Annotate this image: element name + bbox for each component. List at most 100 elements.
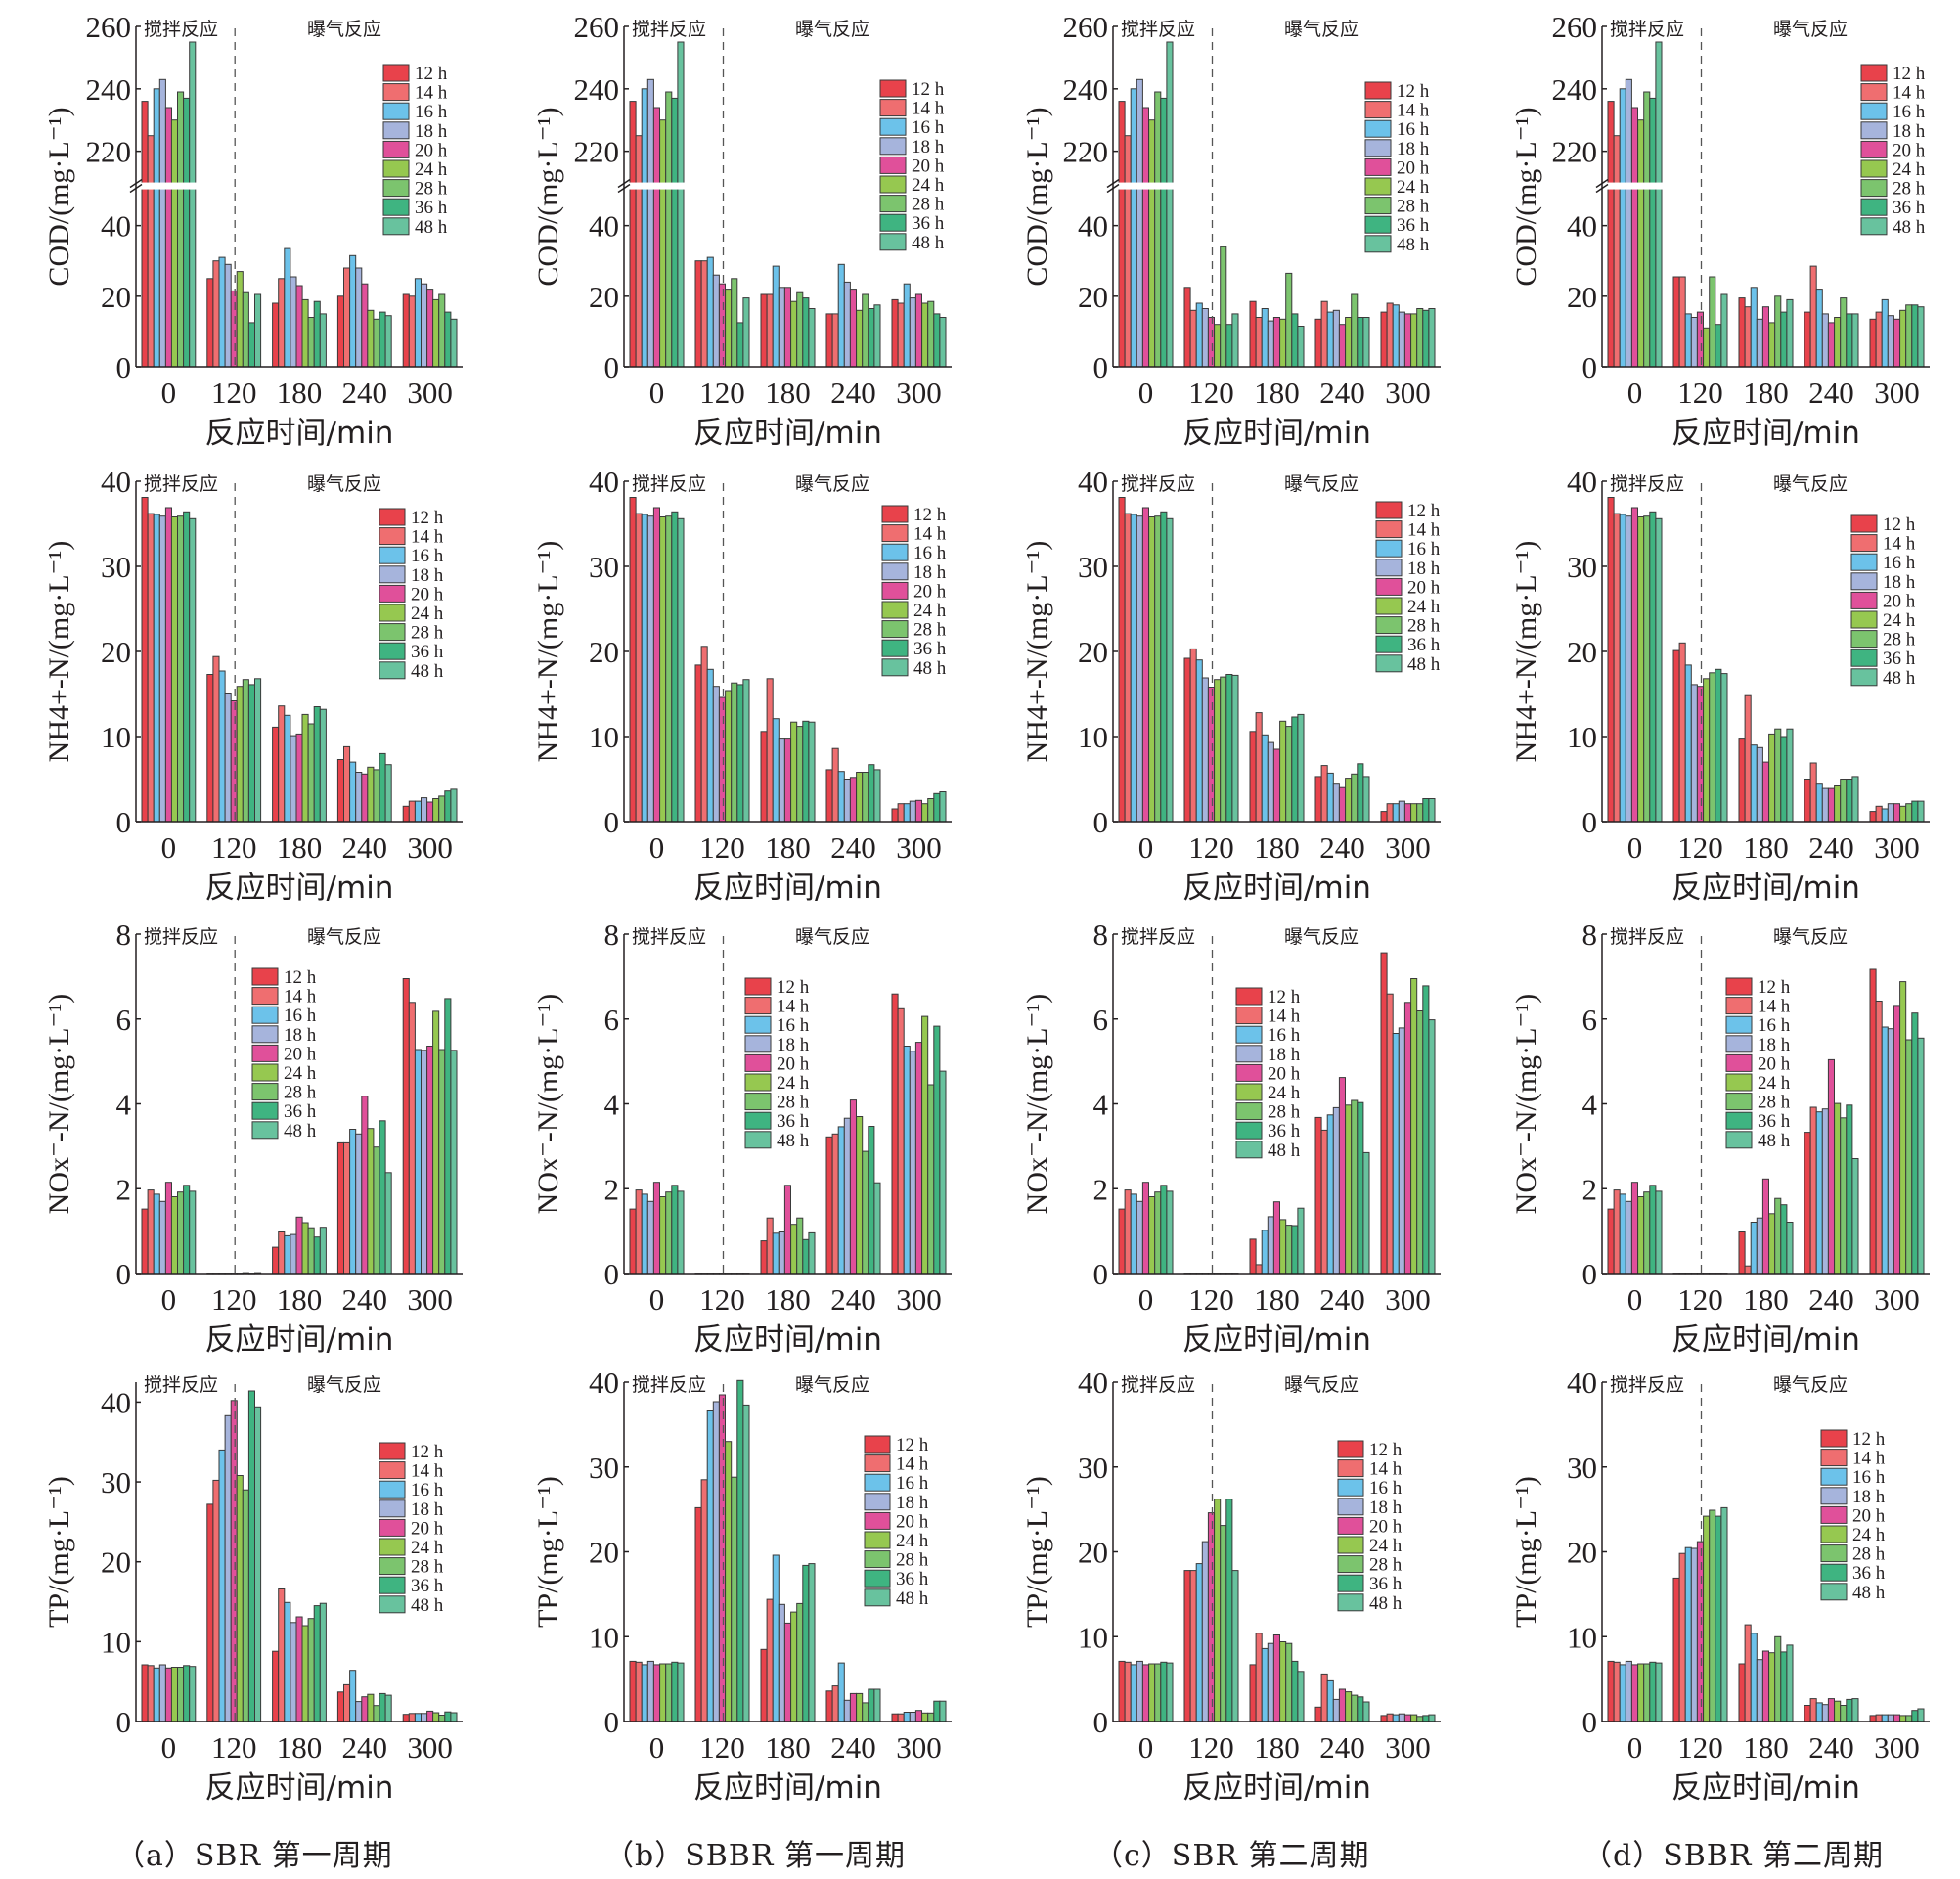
bar-48h-t240: [1851, 1698, 1859, 1722]
bar-28h-t240: [862, 1702, 869, 1722]
bar-36h-t120: [1715, 324, 1722, 368]
legend-label: 12 h: [1852, 1429, 1886, 1450]
legend-swatch: [864, 1550, 891, 1569]
bar-48h-t0: [1166, 1190, 1174, 1275]
bar-14h-t120: [1189, 309, 1197, 368]
bar-18h-t0: [1625, 515, 1632, 823]
legend-label: 16 h: [1758, 1015, 1791, 1036]
bar-12h-t240: [336, 1691, 344, 1722]
bar-36h-t180: [313, 1605, 321, 1722]
bar-24h-t240: [367, 766, 375, 823]
bar-36h-t180: [313, 1236, 321, 1275]
phase-label-mixing: 搅拌反应: [144, 926, 218, 948]
legend-label: 28 h: [1369, 1555, 1403, 1576]
bar-16h-t240: [349, 1129, 357, 1275]
bar-14h-t180: [1744, 1265, 1752, 1275]
legend-swatch: [251, 1121, 279, 1140]
bar-12h-t120: [1183, 287, 1191, 368]
bar-12h-t240: [825, 313, 833, 368]
bar-20h-t240: [1338, 1688, 1347, 1722]
phase-label-mixing: 搅拌反应: [1121, 1374, 1195, 1396]
bar-20h-t120: [1696, 311, 1705, 368]
y-tick-label: 0: [1582, 350, 1598, 384]
legend: 12 h14 h16 h18 h20 h24 h28 h36 h48 h: [251, 967, 317, 1141]
chart-d-nh4: 0 10 20 30 40 0 120 180 240 300 反应时间/min NH4+-N/(mg…: [1510, 465, 1930, 906]
legend-label: 48 h: [415, 217, 448, 238]
bar-14h-t180: [278, 1231, 286, 1275]
legend-swatch: [1364, 101, 1392, 119]
bar-12h-t180: [1249, 1664, 1257, 1722]
bar-12h-t240: [825, 769, 833, 823]
bar-16h-t180: [284, 1601, 291, 1722]
bar-28h-t240: [1840, 297, 1848, 368]
bar-20h-t300: [426, 289, 434, 368]
bar-20h-t240: [849, 1099, 858, 1275]
bar-16h-t240: [837, 1662, 845, 1722]
legend-label: 36 h: [777, 1111, 810, 1132]
bar-24h-t300: [921, 1712, 929, 1722]
bar-24h-t180: [790, 721, 798, 823]
bar-18h-t180: [778, 287, 785, 368]
x-tick-label: 300: [1874, 1730, 1920, 1765]
bar-14h-t300: [408, 295, 416, 368]
bar-24h-t120: [1703, 1515, 1711, 1722]
bar-18h-t0: [158, 78, 166, 368]
bar-20h-t120: [718, 1394, 727, 1722]
x-tick-label: 300: [407, 1282, 453, 1317]
y-axis-label: NOx⁻-N/(mg·L⁻¹): [1510, 994, 1542, 1215]
bar-36h-t300: [1422, 1715, 1430, 1722]
bar-28h-t300: [927, 798, 935, 823]
x-tick-label: 240: [1808, 376, 1854, 410]
x-tick-label: 240: [342, 830, 388, 865]
bar-16h-t240: [1326, 772, 1334, 823]
bar-36h-t180: [1780, 311, 1788, 368]
legend-label: 14 h: [1407, 520, 1441, 541]
bar-16h-t240: [349, 761, 357, 823]
legend-swatch: [744, 1015, 772, 1034]
bar-48h-t300: [1917, 1708, 1925, 1722]
legend-label: 28 h: [896, 1550, 929, 1571]
bar-20h-t0: [164, 507, 172, 823]
bar-28h-t180: [307, 723, 315, 823]
legend-label: 24 h: [777, 1073, 810, 1094]
bar-14h-t300: [1875, 311, 1883, 368]
legend-swatch: [1235, 1141, 1263, 1159]
legend-label: 28 h: [1407, 616, 1441, 637]
y-tick-label: 40: [101, 465, 131, 499]
legend-label: 12 h: [1268, 987, 1301, 1007]
bar-36h-t300: [933, 1025, 941, 1275]
legend-label: 48 h: [1407, 654, 1441, 675]
legend-swatch: [1337, 1498, 1364, 1516]
legend-label: 48 h: [912, 233, 945, 253]
bar-16h-t240: [1815, 1702, 1823, 1722]
bar-14h-t180: [1744, 306, 1752, 368]
bar-12h-t240: [1804, 1705, 1811, 1722]
legend-label: 48 h: [1893, 217, 1926, 238]
bar-24h-t0: [659, 516, 667, 823]
bar-36h-t120: [1225, 1499, 1233, 1722]
legend: 12 h14 h16 h18 h20 h24 h28 h36 h48 h: [1337, 1440, 1403, 1614]
bar-48h-t300: [1428, 798, 1436, 823]
x-tick-label: 0: [1627, 376, 1643, 410]
chart-a-nox: 0 2 4 6 8 0 120 180 240 300 反应时间/min NOx⁻-N/(mg·L⁻¹…: [43, 917, 463, 1358]
bar-36h-t240: [868, 1688, 875, 1722]
bar-14h-t240: [831, 313, 839, 368]
bar-18h-t300: [1887, 1714, 1894, 1722]
bar-14h-t240: [343, 1683, 351, 1722]
y-tick-label: 240: [1063, 72, 1109, 107]
legend-swatch: [379, 527, 406, 546]
legend-swatch: [379, 1499, 406, 1518]
bar-48h-t0: [677, 41, 685, 368]
legend-swatch: [1850, 534, 1878, 553]
bar-12h-t240: [1314, 318, 1322, 368]
y-tick-label: 0: [604, 350, 620, 384]
bar-28h-t240: [1840, 779, 1848, 823]
bar-24h-t300: [1410, 1714, 1418, 1722]
y-tick-label: 30: [1567, 550, 1597, 584]
phase-label-aeration: 曝气反应: [795, 1374, 869, 1396]
y-tick-label: 30: [1567, 1451, 1597, 1485]
legend-label: 20 h: [896, 1511, 929, 1532]
bar-18h-t120: [224, 263, 232, 368]
bar-14h-t180: [766, 1217, 774, 1275]
